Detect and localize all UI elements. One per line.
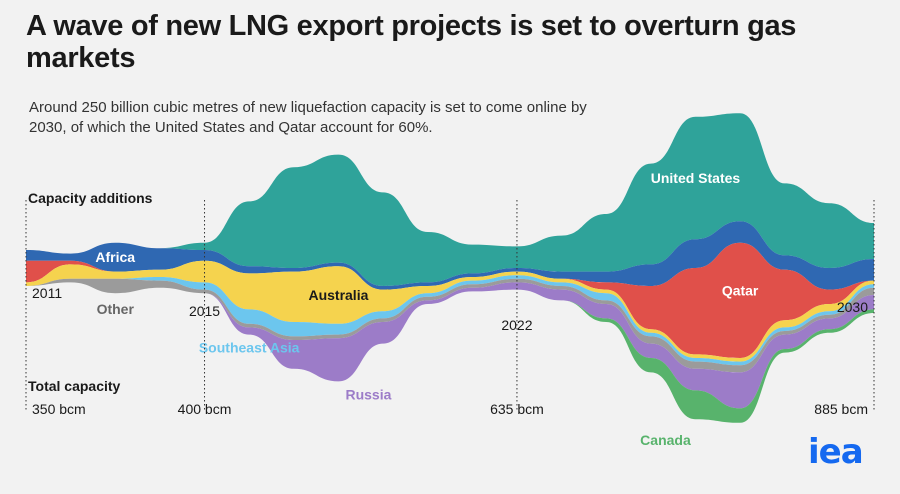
series-area-australia: [26, 260, 874, 362]
series-area-africa: [26, 221, 874, 290]
year-label-2030: 2030: [837, 299, 868, 315]
year-label-2022: 2022: [501, 317, 532, 333]
year-label-2011: 2011: [32, 285, 62, 301]
total-capacity-value-2015: 400 bcm: [178, 401, 232, 417]
iea-logo: iea: [808, 432, 864, 472]
series-label-australia: Australia: [308, 287, 368, 303]
chart-title: A wave of new LNG export projects is set…: [26, 10, 797, 74]
series-area-other: [26, 278, 874, 373]
total-capacity-value-2011: 350 bcm: [32, 401, 86, 417]
total-capacity-value-2022: 635 bcm: [490, 401, 544, 417]
series-label-africa: Africa: [95, 249, 135, 265]
series-area-qatar: [26, 242, 874, 358]
chart-subtitle: Around 250 billion cubic metres of new l…: [29, 99, 587, 136]
series-label-russia: Russia: [345, 386, 391, 402]
series-label-qatar: Qatar: [722, 282, 759, 298]
series-label-southeast-asia: Southeast Asia: [199, 340, 300, 356]
series-label-canada: Canada: [640, 432, 691, 448]
series-area-united-states: [26, 113, 874, 286]
year-label-2015: 2015: [189, 303, 220, 319]
total-capacity-value-2030: 885 bcm: [814, 401, 868, 417]
series-label-united-states: United States: [651, 170, 741, 186]
total-capacity-label: Total capacity: [28, 378, 121, 394]
series-label-other: Other: [97, 301, 135, 317]
capacity-additions-label: Capacity additions: [28, 190, 153, 206]
